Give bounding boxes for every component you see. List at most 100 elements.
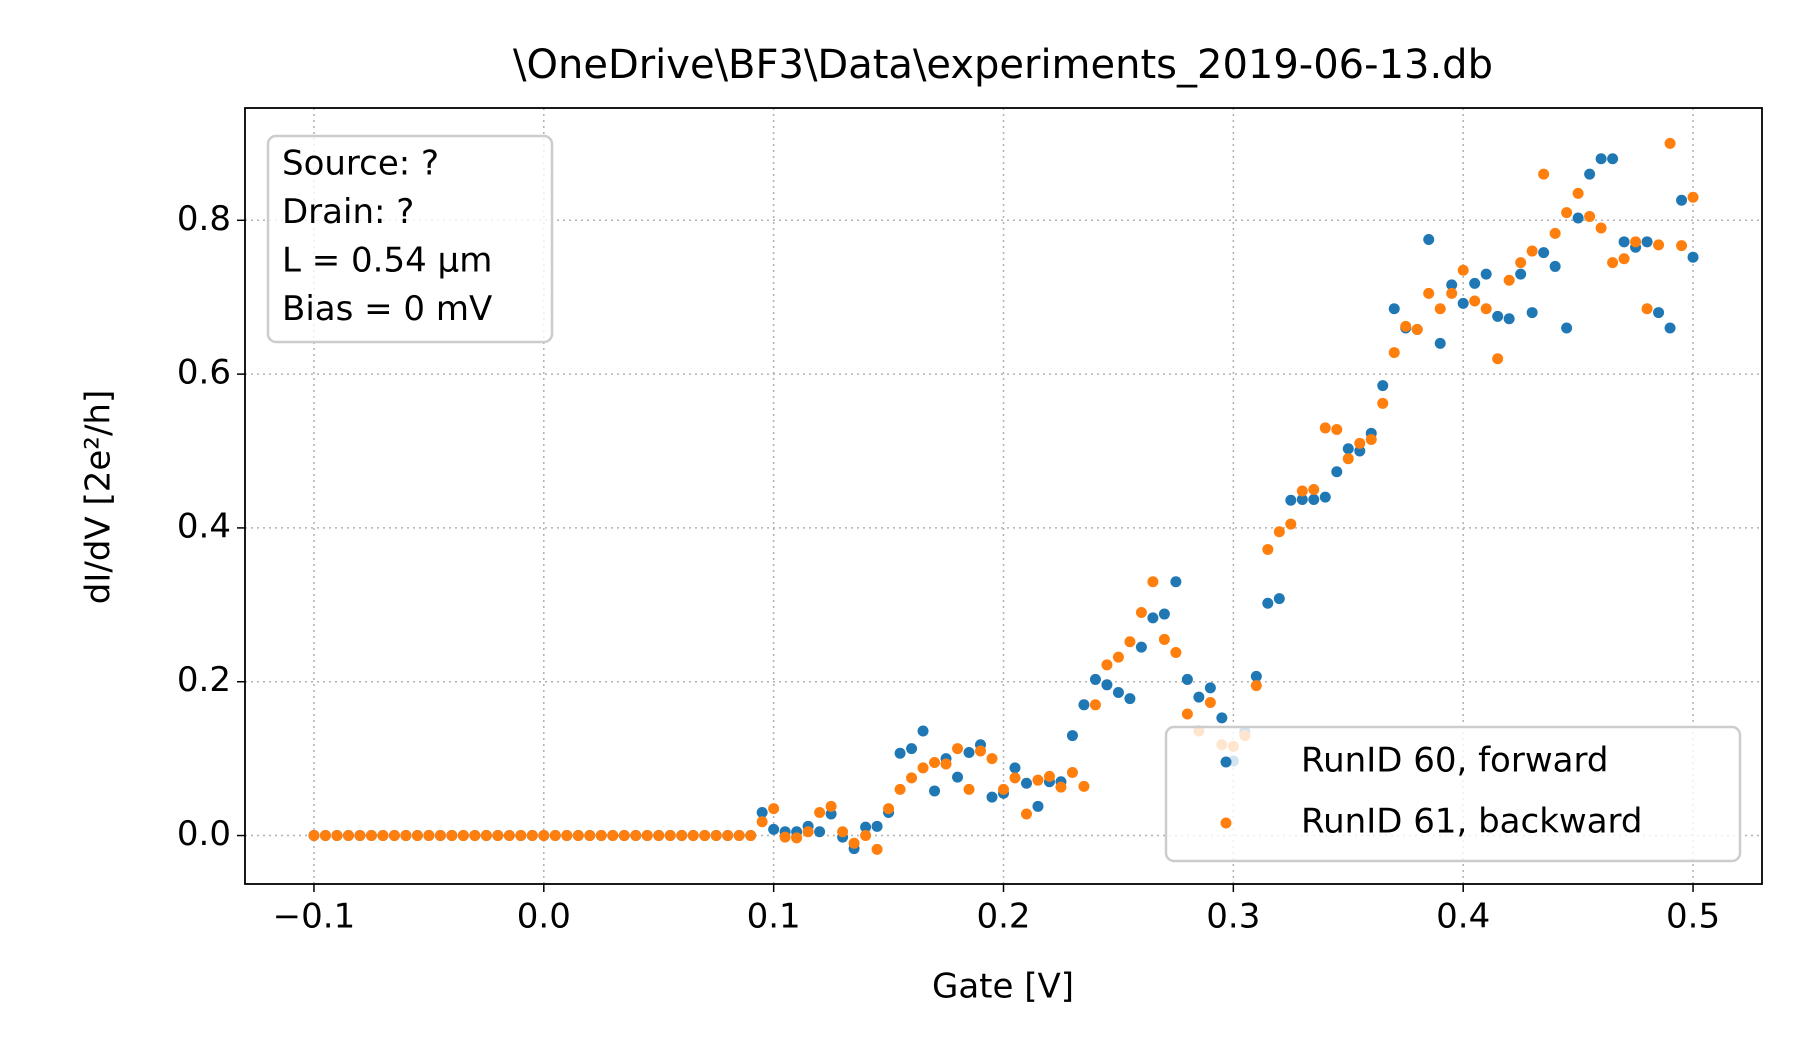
data-point [607,830,619,842]
data-point [492,830,504,842]
data-point [1480,303,1492,315]
data-point [1112,686,1124,698]
data-point [1170,576,1182,588]
data-point [319,830,331,842]
legend-box [1164,725,1742,863]
data-point [1342,453,1354,465]
data-point [1480,268,1492,280]
data-point [446,830,458,842]
data-point [1641,236,1653,248]
data-point [1296,485,1308,497]
data-point [860,821,872,833]
data-point [929,785,941,797]
annotation-box [266,134,554,344]
data-point [1101,679,1113,691]
data-point [1411,323,1423,335]
y-tick-label: 0.6 [177,353,231,393]
data-point [952,743,964,755]
data-point [1296,493,1308,505]
data-point [1055,781,1067,793]
legend-label: RunID 60, forward [1301,741,1608,781]
data-point [1434,303,1446,315]
data-point [1377,397,1389,409]
data-point [756,816,768,828]
data-point [1664,137,1676,149]
data-point [1687,251,1699,263]
data-point [1032,774,1044,786]
data-point [1515,257,1527,269]
data-point [906,772,918,784]
data-point [814,806,826,818]
data-point [1066,730,1078,742]
data-point [1020,808,1032,820]
data-point [538,830,550,842]
data-point [1273,593,1285,605]
data-point [1538,247,1550,259]
data-point [1124,636,1136,648]
legend-label: RunID 61, backward [1301,802,1643,842]
data-point [1043,770,1055,782]
data-point [1331,466,1343,478]
data-point [1676,240,1688,252]
data-point [1158,608,1170,620]
x-tick-label: 0.4 [1436,897,1490,937]
data-point [377,830,389,842]
data-point [963,783,975,795]
data-point [1147,612,1159,624]
data-point [480,830,492,842]
data-point [1204,682,1216,694]
data-point [1078,699,1090,711]
data-point [400,830,412,842]
data-point [1285,518,1297,530]
data-point [1319,422,1331,434]
data-point [365,830,377,842]
data-point [860,830,872,842]
data-point [1319,491,1331,503]
data-point [756,806,768,818]
x-tick-label: 0.2 [976,897,1030,937]
data-point [1170,647,1182,659]
data-point [1342,443,1354,455]
data-point [894,747,906,759]
data-point [1572,187,1584,199]
data-point [883,803,895,815]
data-point [1607,153,1619,165]
data-point [1423,234,1435,246]
annotation: Source: ? [282,144,439,184]
data-point [1618,253,1630,265]
data-point [1595,153,1607,165]
data-point [1308,483,1320,495]
data-point [768,803,780,815]
data-point [1618,236,1630,248]
annotation: Drain: ? [282,192,414,232]
data-point [1526,245,1538,257]
data-point [1354,437,1366,449]
data-point [1630,236,1642,248]
data-point [342,830,354,842]
data-point [998,783,1009,795]
data-point [1181,673,1193,685]
data-point [1377,380,1389,392]
data-point [687,830,699,842]
data-point [1434,337,1446,349]
data-point [1250,670,1262,682]
y-axis-label: dI/dV [2e²/h] [79,390,119,604]
data-point [1204,696,1216,708]
data-point [929,756,941,768]
data-point [906,743,918,755]
data-point [1020,777,1032,789]
data-point [630,830,642,842]
data-point [1503,274,1515,286]
data-point [779,831,791,843]
data-point [1572,212,1584,224]
data-point [1676,194,1688,206]
data-point [1653,239,1665,251]
data-point [917,762,929,774]
data-point [1101,659,1113,671]
data-point [1388,303,1400,315]
annotation: Bias = 0 mV [282,289,492,329]
data-point [434,830,446,842]
data-point [331,830,343,842]
data-point [733,830,745,842]
